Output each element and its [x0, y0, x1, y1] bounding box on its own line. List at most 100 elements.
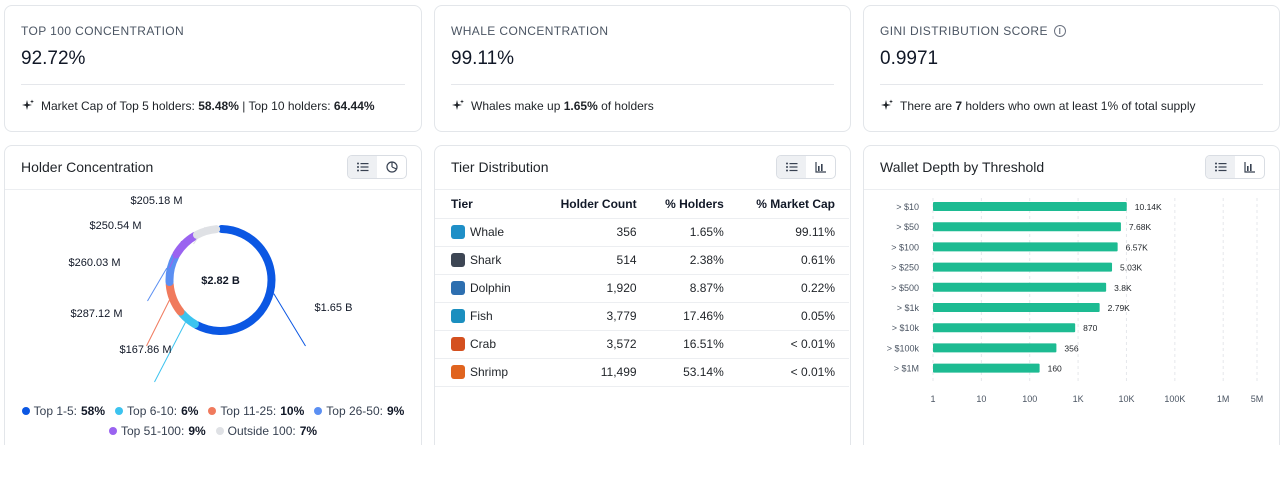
bar[interactable] [933, 282, 1107, 292]
holders-pct-cell: 16.51% [650, 330, 738, 359]
divider [21, 84, 405, 85]
donut-leader-line [147, 267, 168, 302]
crab-icon [451, 337, 465, 351]
holder-count-cell: 1,920 [542, 274, 651, 303]
donut-value-label: $287.12 M [71, 308, 123, 320]
bar[interactable] [933, 202, 1127, 211]
list-view-icon[interactable] [777, 156, 806, 178]
donut-legend: Top 1-5: 58% Top 6-10: 6% Top 11-25: 10% Top 2… [5, 401, 421, 441]
divider [864, 189, 1279, 190]
donut-value-label: $260.03 M [69, 257, 121, 269]
donut-segment-top-11-25[interactable] [165, 280, 185, 316]
legend-label: Top 11-25: [220, 404, 277, 418]
bar-value-label: 3.8K [1114, 283, 1132, 293]
market-cap-pct-cell: 0.05% [737, 302, 849, 331]
column-header[interactable]: Holder Count [542, 190, 651, 219]
holder-count-cell: 356 [542, 218, 651, 247]
stat-label: GINI DISTRIBUTION SCORE i [880, 24, 1066, 38]
legend-dot-icon [108, 427, 117, 435]
tier-name-cell: Dolphin [435, 274, 543, 303]
holder-concentration-panel: Holder Concentration $1.65 B $167.86 M $28… [4, 145, 422, 445]
bar[interactable] [933, 343, 1057, 353]
legend-dot-icon [208, 407, 217, 415]
column-header[interactable]: Tier [435, 190, 543, 219]
dolphin-icon [451, 281, 465, 295]
y-tick-label: > $10 [896, 202, 919, 212]
bar[interactable] [933, 222, 1121, 232]
bar-value-label: 10.14K [1135, 202, 1162, 212]
table-row: Fish 3,779 17.46% 0.05% [435, 302, 849, 331]
legend-value: 9% [188, 424, 206, 438]
info-icon[interactable]: i [1053, 25, 1066, 37]
legend-item[interactable]: Top 6-10: 6% [115, 401, 198, 421]
stat-label: TOP 100 CONCENTRATION [21, 24, 185, 38]
view-toggle [347, 155, 407, 179]
column-header[interactable]: % Holders [650, 190, 738, 219]
whale-icon [451, 225, 465, 239]
table-row: Crab 3,572 16.51% < 0.01% [435, 330, 849, 359]
stat-note: Market Cap of Top 5 holders: 58.48% | To… [21, 99, 375, 113]
donut-leader-line [146, 300, 170, 347]
panel-title: Wallet Depth by Threshold [880, 159, 1045, 175]
tier-table: Tier Holder Count % Holders % Market Cap… [435, 190, 849, 387]
legend-item[interactable]: Top 1-5: 58% [21, 401, 105, 421]
tier-distribution-panel: Tier Distribution Tier Holder Count % Ho… [434, 145, 851, 445]
stat-card-top100: TOP 100 CONCENTRATION 92.72% Market Cap … [4, 5, 422, 132]
shrimp-icon [451, 365, 465, 379]
bar-chart-icon[interactable] [1235, 156, 1264, 178]
bar-value-label: 160 [1048, 364, 1062, 374]
legend-dot-icon [21, 407, 30, 415]
legend-value: 10% [280, 404, 305, 418]
market-cap-pct-cell: 99.11% [737, 218, 849, 247]
column-header[interactable]: % Market Cap [737, 190, 849, 219]
legend-item[interactable]: Top 26-50: 9% [314, 401, 404, 421]
stat-card-whale: WHALE CONCENTRATION 99.11% Whales make u… [434, 5, 851, 132]
legend-label: Top 51-100: [120, 424, 185, 438]
bar[interactable] [933, 363, 1040, 373]
tier-name: Fish [470, 309, 493, 323]
sparkle-icon [452, 99, 464, 110]
stat-label: WHALE CONCENTRATION [451, 24, 609, 38]
tier-name-cell: Shark [435, 246, 543, 275]
tier-name-cell: Fish [435, 302, 543, 331]
list-view-icon[interactable] [348, 156, 377, 178]
stat-label-text: GINI DISTRIBUTION SCORE [880, 24, 1048, 38]
legend-item[interactable]: Outside 100: 7% [215, 421, 317, 441]
donut-segment-top-1-5[interactable] [192, 225, 276, 335]
donut-segment-top-6-10[interactable] [177, 309, 199, 329]
donut-leader-line [154, 322, 186, 383]
note-text: Market Cap of Top 5 holders: [41, 99, 199, 113]
donut-segment-outside-100[interactable] [192, 225, 221, 239]
donut-segment-top-26-50[interactable] [165, 252, 180, 287]
legend-item[interactable]: Top 51-100: 9% [108, 421, 206, 441]
pie-chart-icon[interactable] [377, 156, 406, 178]
bar-value-label: 5.03K [1120, 263, 1143, 273]
y-tick-label: > $250 [891, 263, 919, 273]
view-toggle [776, 155, 836, 179]
legend-item[interactable]: Top 11-25: 10% [208, 401, 304, 421]
legend-dot-icon [314, 407, 323, 415]
holders-pct-cell: 53.14% [650, 358, 738, 387]
note-text: There are [900, 99, 956, 113]
x-tick-label: 100 [1022, 394, 1037, 404]
bar-value-label: 2.79K [1108, 303, 1131, 313]
legend-label: Outside 100: [227, 424, 296, 438]
bar[interactable] [933, 303, 1100, 312]
list-view-icon[interactable] [1206, 156, 1235, 178]
note-bold: 58.48% [198, 99, 239, 113]
legend-dot-icon [115, 407, 124, 415]
y-tick-label: > $100 [891, 242, 919, 252]
market-cap-pct-cell: < 0.01% [737, 358, 849, 387]
tier-name-cell: Shrimp [435, 358, 543, 387]
bar[interactable] [933, 242, 1118, 252]
donut-value-label: $205.18 M [131, 195, 183, 207]
bar-value-label: 870 [1083, 323, 1097, 333]
donut-value-label: $250.54 M [90, 220, 142, 232]
tier-name: Dolphin [470, 281, 511, 295]
bar[interactable] [933, 323, 1076, 333]
bar[interactable] [933, 262, 1113, 272]
donut-leader-line [169, 240, 183, 269]
note-text: | Top 10 holders: [238, 99, 334, 113]
donut-segment-top-51-100[interactable] [172, 231, 199, 259]
bar-chart-icon[interactable] [806, 156, 835, 178]
